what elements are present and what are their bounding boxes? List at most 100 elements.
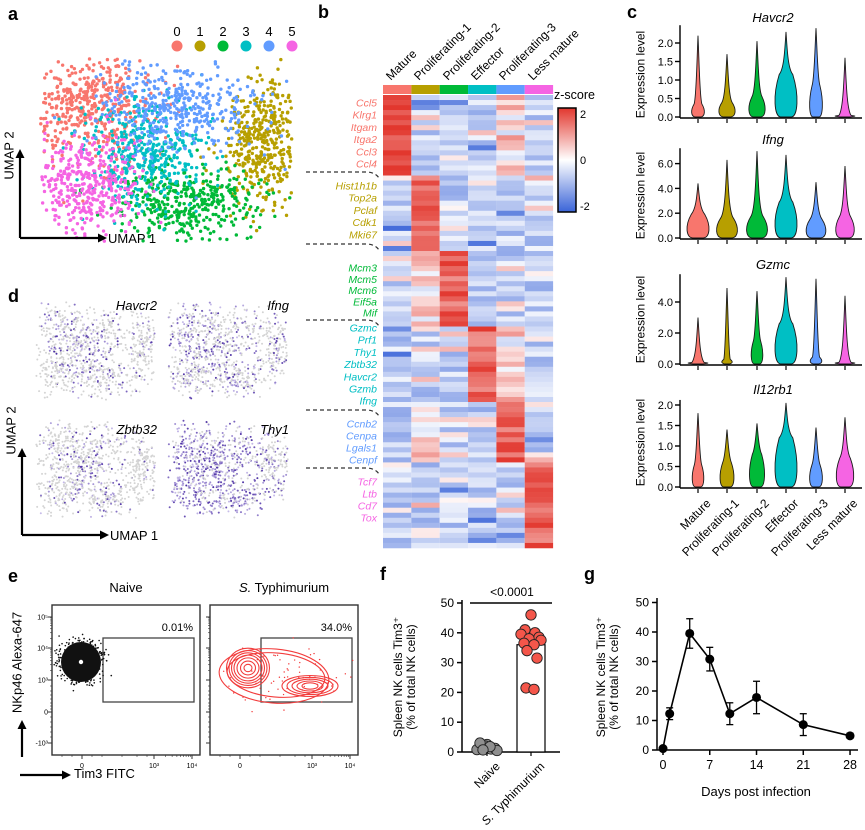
svg-text:1: 1	[196, 24, 203, 39]
svg-text:Mcm6: Mcm6	[348, 285, 377, 297]
svg-text:Zbtb32: Zbtb32	[343, 359, 377, 371]
expression-level-label-2: Expression level	[633, 151, 648, 240]
svg-text:0: 0	[173, 24, 180, 39]
svg-text:Havcr2: Havcr2	[344, 371, 377, 383]
svg-text:0: 0	[580, 155, 586, 167]
cluster-legend: 0 1 2 3 4 5	[171, 24, 298, 52]
violin-title-havcr2: Havcr2	[752, 10, 794, 25]
svg-text:0.0: 0.0	[658, 482, 673, 494]
svg-text:Top2a: Top2a	[348, 193, 377, 205]
svg-text:Tox: Tox	[360, 513, 377, 525]
feature-title-havcr2: Havcr2	[115, 298, 157, 313]
svg-text:Itga2: Itga2	[354, 134, 378, 146]
svg-text:4: 4	[265, 24, 272, 39]
svg-text:Ccl4: Ccl4	[356, 159, 377, 171]
svg-text:Ifng: Ifng	[359, 396, 377, 408]
umap-axes-a	[15, 149, 107, 243]
svg-text:Mcm3: Mcm3	[348, 263, 377, 275]
panel-g-letter: g	[584, 564, 595, 584]
naive-population-blob	[53, 633, 113, 692]
zscore-colorbar: 2 0 -2	[557, 107, 590, 213]
flow-axes	[17, 720, 71, 780]
svg-text:Thy1: Thy1	[354, 347, 377, 359]
svg-text:Gzmb: Gzmb	[349, 384, 377, 396]
nkp46-axis-label: NKp46 Alexa-647	[9, 611, 25, 714]
svg-text:Mki67: Mki67	[349, 229, 378, 241]
svg-text:-2: -2	[580, 201, 590, 213]
svg-text:Tcf7: Tcf7	[358, 477, 379, 489]
expression-level-label-1: Expression level	[633, 30, 648, 119]
svg-text:Lgals1: Lgals1	[346, 443, 377, 455]
violin-title-ifng: Ifng	[762, 132, 784, 147]
svg-text:0.5: 0.5	[658, 94, 673, 106]
styphimurium-contours	[218, 637, 354, 713]
svg-text:1.5: 1.5	[658, 57, 673, 69]
svg-text:0.5: 0.5	[658, 462, 673, 474]
feature-title-ifng: Ifng	[267, 298, 289, 313]
svg-text:4.0: 4.0	[658, 297, 673, 309]
svg-text:Pclaf: Pclaf	[354, 205, 378, 217]
violin-title-il12rb1: Il12rb1	[753, 382, 793, 397]
gate-percent-naive: 0.01%	[161, 622, 193, 634]
f-y-axis-label-line2: (% of total NK cells)	[404, 624, 418, 730]
svg-text:0.0: 0.0	[658, 112, 673, 124]
marker-gene-heatmap	[383, 85, 554, 549]
flow-title-styphimurium: S. Typhimurium	[238, 580, 330, 595]
violin-plots: 0.0 0.5 1.0 1.5 2.0 0.0 2.0 4.0 6.0 0.0 2.0 4.0 0.0 0…	[658, 25, 862, 494]
svg-text:Cdk1: Cdk1	[352, 217, 377, 229]
svg-text:Ltb: Ltb	[362, 489, 377, 501]
svg-text:0.0: 0.0	[658, 233, 673, 245]
svg-text:Hist1h1b: Hist1h1b	[336, 181, 378, 193]
umap2-axis-label-a: UMAP 2	[1, 131, 17, 180]
f-y-axis-label: Spleen NK cells Tim3⁺ (% of total NK cel…	[391, 592, 418, 762]
svg-text:Ccnb2: Ccnb2	[347, 419, 378, 431]
umap2-axis-label-d: UMAP 2	[3, 406, 19, 455]
panel-f-letter: f	[380, 564, 386, 584]
svg-text:Mcm5: Mcm5	[348, 274, 377, 286]
umap-cluster-plot	[39, 57, 294, 243]
svg-text:2: 2	[219, 24, 226, 39]
svg-text:Klrg1: Klrg1	[352, 110, 377, 122]
svg-text:Gzmc: Gzmc	[350, 323, 378, 335]
svg-text:2.0: 2.0	[658, 328, 673, 340]
umap-axes-d	[17, 448, 109, 540]
svg-text:1.0: 1.0	[658, 441, 673, 453]
expression-level-label-4: Expression level	[633, 398, 648, 487]
svg-text:Ccl3: Ccl3	[356, 146, 377, 158]
svg-text:1.0: 1.0	[658, 75, 673, 87]
panel-b-letter: b	[318, 2, 329, 22]
panel-d-letter: d	[8, 286, 19, 306]
svg-text:5: 5	[288, 24, 295, 39]
umap1-axis-label-d: UMAP 1	[110, 528, 159, 543]
svg-text:1.5: 1.5	[658, 421, 673, 433]
expression-level-label-3: Expression level	[633, 275, 648, 364]
svg-text:2.0: 2.0	[658, 400, 673, 412]
svg-text:2.0: 2.0	[658, 208, 673, 220]
svg-text:Cenpa: Cenpa	[346, 431, 377, 443]
flow-title-naive: Naive	[109, 580, 143, 595]
svg-text:2.0: 2.0	[658, 38, 673, 50]
svg-text:Cd7: Cd7	[358, 501, 378, 513]
svg-text:Eif5a: Eif5a	[353, 296, 377, 308]
feature-title-thy1: Thy1	[260, 422, 289, 437]
gate-percent-styphimurium: 34.0%	[320, 622, 352, 634]
svg-text:Ccl5: Ccl5	[356, 98, 377, 110]
feature-title-zbtb32: Zbtb32	[116, 422, 157, 437]
feature-plots	[35, 301, 289, 519]
svg-text:3: 3	[242, 24, 249, 39]
svg-text:4.0: 4.0	[658, 183, 673, 195]
violin-title-gzmc: Gzmc	[756, 257, 790, 272]
tim3-fitc-axis-label: Tim3 FITC	[74, 766, 135, 781]
g-y-axis-label-line2: (% of total NK cells)	[607, 624, 621, 730]
svg-text:6.0: 6.0	[658, 159, 673, 171]
umap1-axis-label-a: UMAP 1	[108, 231, 157, 246]
zscore-legend-title: z-score	[554, 88, 595, 102]
panel-c-letter: c	[627, 2, 638, 22]
g-x-axis-label: Days post infection	[701, 784, 811, 799]
svg-text:Cenpf: Cenpf	[349, 455, 378, 467]
